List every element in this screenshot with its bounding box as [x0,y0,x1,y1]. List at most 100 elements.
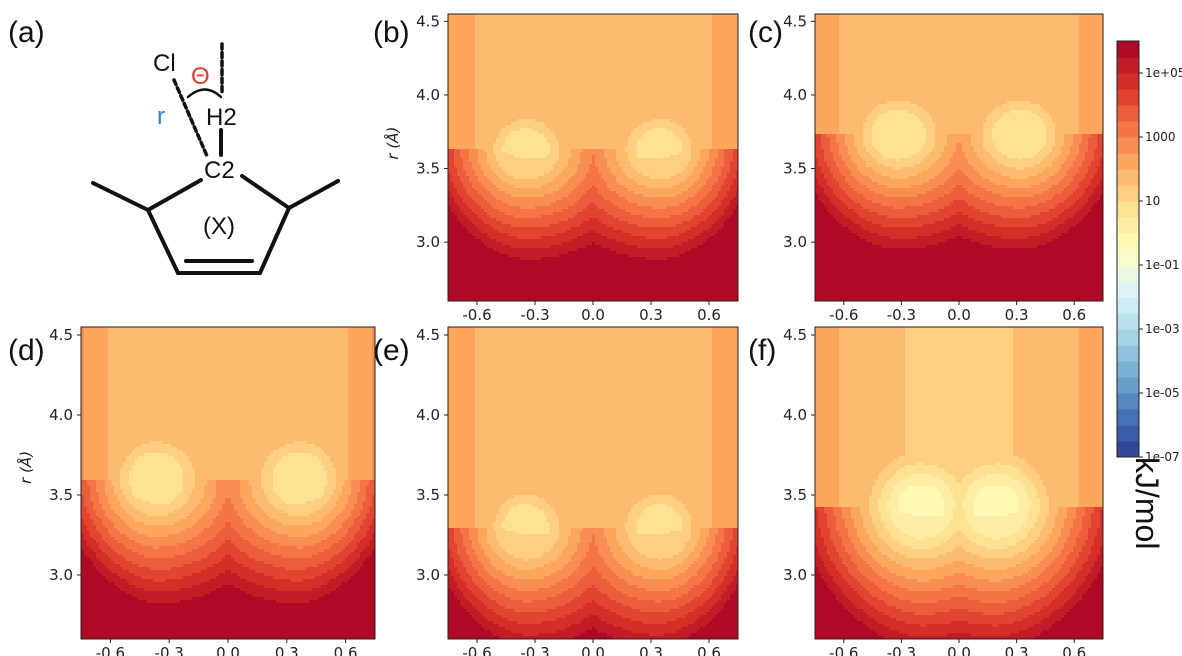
contour-cell [640,122,644,126]
contour-cell [526,119,530,123]
contour-cell [535,137,539,141]
contour-cell [517,83,521,87]
contour-cell [538,95,542,99]
contour-cell [592,119,596,123]
contour-cell [664,122,668,126]
contour-cell [520,98,524,102]
contour-cell [649,128,653,132]
contour-cell [646,32,650,36]
contour-cell [646,128,650,132]
contour-cell [508,113,512,117]
contour-cell [556,77,560,81]
contour-cell [583,35,587,39]
contour-cell [568,107,572,111]
contour-cell [481,107,485,111]
contour-cell [541,29,545,33]
contour-cell [604,29,608,33]
contour-cell [568,26,572,30]
contour-cell [694,59,698,63]
contour-cell [676,68,680,72]
contour-cell [697,38,701,42]
contour-cell [685,137,689,141]
contour-cell [517,113,521,117]
contour-cell [685,89,689,93]
contour-cell [541,53,545,57]
contour-cell [487,44,491,48]
contour-cell [487,23,491,27]
contour-cell [730,116,734,120]
contour-cell [571,143,575,147]
contour-cell [706,68,710,72]
contour-cell [625,131,629,135]
contour-cell [463,143,467,147]
contour-cell [610,137,614,141]
contour-cell [664,125,668,129]
contour-cell [469,113,473,117]
contour-cell [499,107,503,111]
contour-cell [724,62,728,66]
contour-cell [670,32,674,36]
contour-cell [559,74,563,78]
contour-cell [598,143,602,147]
contour-cell [736,74,738,78]
contour-cell [709,23,713,27]
contour-cell [496,41,500,45]
contour-cell [529,26,533,30]
contour-cell [469,143,473,147]
contour-cell [730,128,734,132]
contour-cell [709,71,713,75]
contour-cell [688,17,692,21]
contour-cell [682,26,686,30]
contour-cell [454,47,458,51]
contour-cell [463,14,467,18]
contour-cell [577,116,581,120]
contour-cell [532,44,536,48]
contour-cell [721,119,725,123]
contour-cell [544,47,548,51]
contour-cell [481,116,485,120]
contour-cell [505,50,509,54]
contour-cell [670,83,674,87]
contour-cell [718,86,722,90]
contour-cell [727,134,731,138]
contour-cell [676,83,680,87]
contour-cell [463,32,467,36]
contour-cell [505,83,509,87]
contour-cell [541,62,545,66]
contour-cell [664,65,668,69]
contour-cell [583,20,587,24]
contour-cell [712,83,716,87]
contour-cell [721,50,725,54]
contour-cell [553,80,557,84]
contour-cell [619,86,623,90]
contour-cell [649,122,653,126]
contour-cell [472,26,476,30]
contour-cell [700,107,704,111]
contour-cell [589,62,593,66]
contour-cell [481,137,485,141]
contour-cell [640,17,644,21]
contour-cell [535,116,539,120]
contour-cell [607,131,611,135]
contour-cell [601,125,605,129]
contour-cell [502,14,506,18]
contour-cell [661,65,665,69]
contour-cell [679,98,683,102]
contour-cell [676,50,680,54]
contour-cell [541,89,545,93]
contour-cell [511,104,515,108]
contour-cell [523,140,527,144]
contour-cell [694,53,698,57]
contour-cell [532,29,536,33]
contour-cell [658,29,662,33]
contour-cell [580,50,584,54]
contour-cell [487,68,491,72]
contour-cell [547,80,551,84]
contour-cell [586,56,590,60]
contour-cell [457,23,461,27]
contour-cell [478,80,482,84]
contour-cell [457,101,461,105]
contour-cell [709,50,713,54]
contour-cell [568,44,572,48]
contour-cell [676,62,680,66]
